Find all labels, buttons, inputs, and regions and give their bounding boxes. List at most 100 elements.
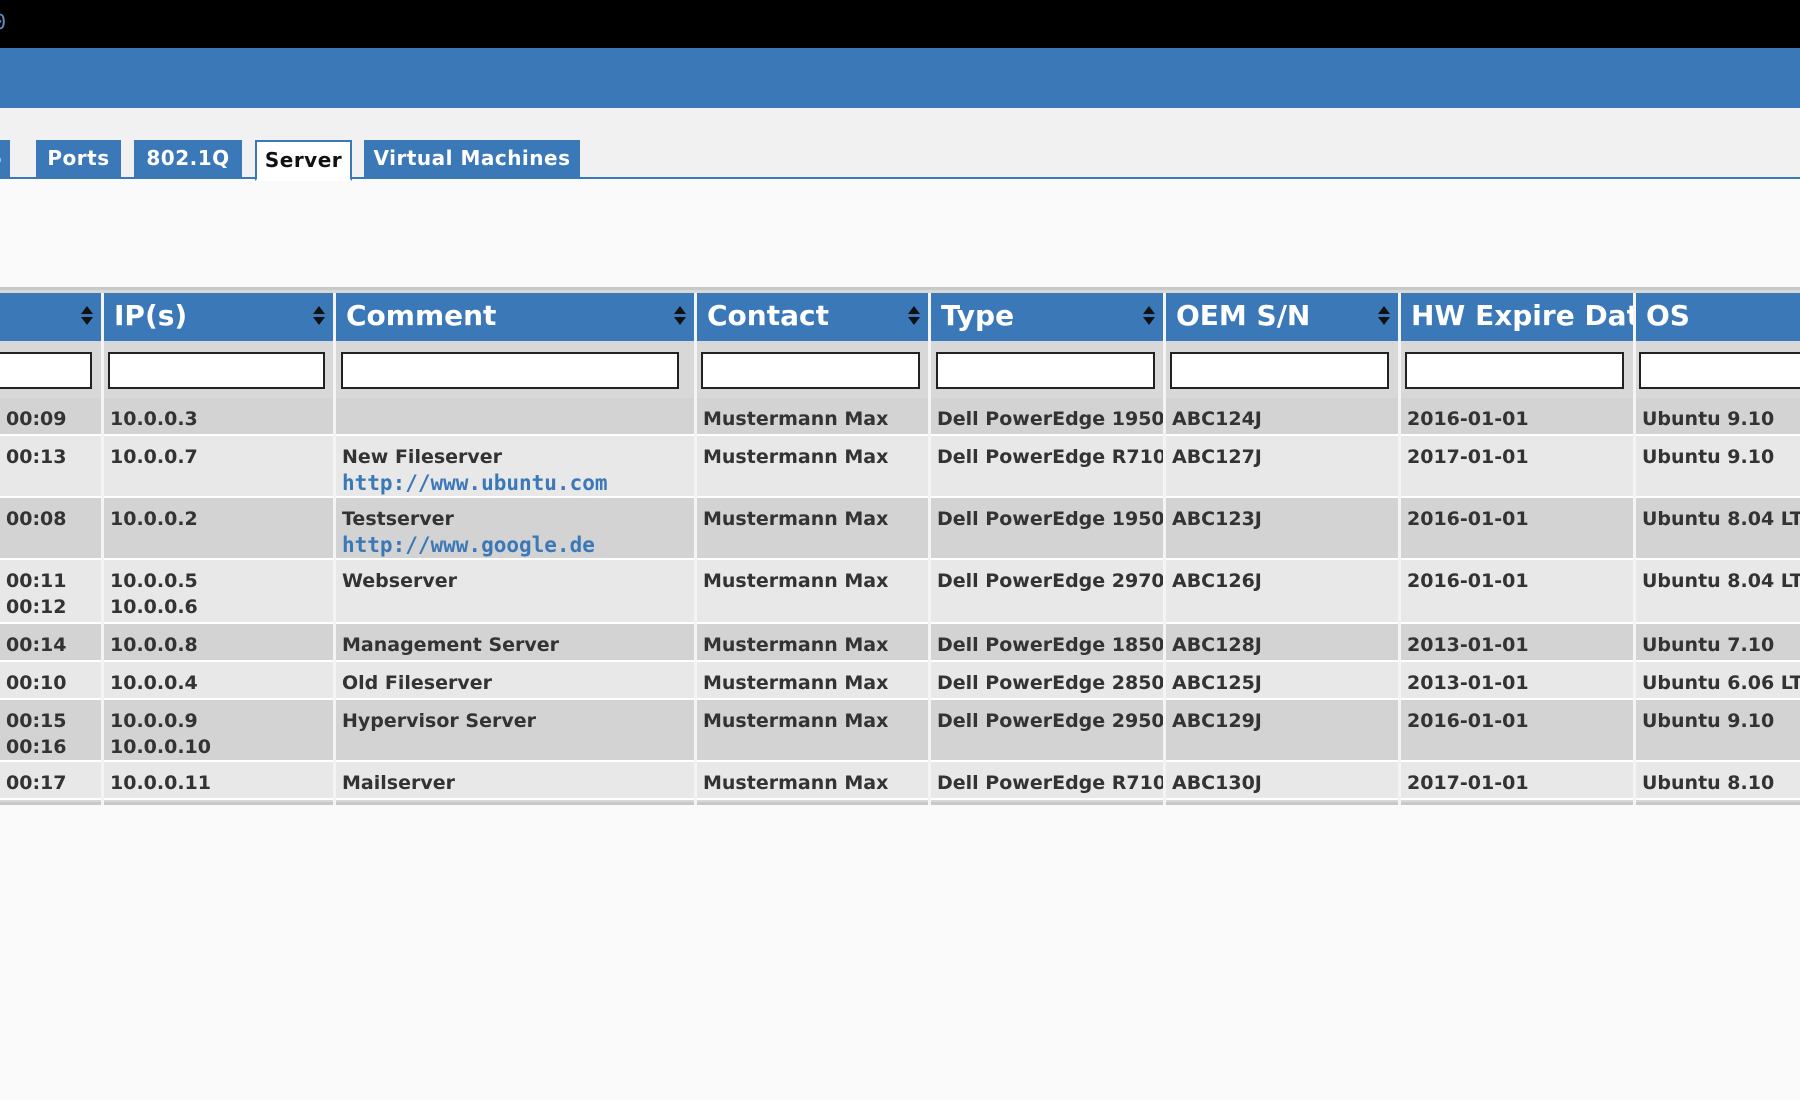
table-row[interactable]: 00:17 10.0.0.11 Mailserver Mustermann Max De… <box>0 762 1800 800</box>
table-cell-mac: 00:08 <box>0 498 101 558</box>
cell-text: ABC130J <box>1172 772 1262 794</box>
table-cell-hw-expire: 2016-01-01 <box>1401 700 1633 760</box>
table-cell-oem-sn: ABC129J <box>1166 700 1398 760</box>
cell-text: ABC129J <box>1172 710 1262 732</box>
column-header-mac[interactable] <box>0 293 101 341</box>
table-cell-hw-expire: 2016-01-01 <box>1401 560 1633 622</box>
cell-text: Dell PowerEdge R710 <box>937 446 1163 468</box>
table-cell-contact: Mustermann Max <box>697 436 928 496</box>
cell-text: Ubuntu 8.10 <box>1642 772 1775 794</box>
comment-link[interactable]: http://www.ubuntu.com <box>342 471 608 495</box>
table-row[interactable]: 00:08 10.0.0.2 Testserver http://www.google… <box>0 498 1800 560</box>
sort-icon <box>1143 306 1155 328</box>
cell-text: Mustermann Max <box>703 570 889 592</box>
filter-input-comment[interactable] <box>341 352 679 389</box>
table-cell-oem-sn: ABC124J <box>1166 398 1398 434</box>
column-header-os[interactable]: OS <box>1636 293 1800 341</box>
cell-text: 2016-01-01 <box>1407 570 1529 592</box>
sort-icon <box>313 306 325 328</box>
filter-input-type[interactable] <box>936 352 1155 389</box>
column-header-hw-expire-date[interactable]: HW Expire Date <box>1401 293 1633 341</box>
filter-input-os[interactable] <box>1639 352 1800 389</box>
cell-text: 00:13 <box>6 446 67 468</box>
table-cell-comment: New Fileserver http://www.ubuntu.com <box>336 436 694 496</box>
table-row[interactable]: 00:15 00:16 10.0.0.9 10.0.0.10 Hypervisor Se… <box>0 700 1800 762</box>
table-row[interactable]: 00:11 00:12 10.0.0.5 10.0.0.6 Webserver Muste… <box>0 560 1800 624</box>
filter-input-mac[interactable] <box>0 352 92 389</box>
filter-input-oem-sn[interactable] <box>1170 352 1389 389</box>
table-cell-contact: Mustermann Max <box>697 700 928 760</box>
cell-text: ABC128J <box>1172 634 1262 656</box>
table-cell-hw-expire: 2016-01-01 <box>1401 398 1633 434</box>
column-header-type[interactable]: Type <box>931 293 1163 341</box>
table-cell-mac: 00:15 00:16 <box>0 700 101 760</box>
cell-text: Ubuntu 8.04 LTS <box>1642 508 1800 530</box>
table-cell-oem-sn: ABC123J <box>1166 498 1398 558</box>
table-cell-type: Dell PowerEdge 1950 <box>931 498 1163 558</box>
table-cell-mac: 00:10 <box>0 662 101 698</box>
table-cell-os: Ubuntu 6.06 LTS <box>1636 662 1800 698</box>
table-cell-hw-expire: 2016-01-01 <box>1401 498 1633 558</box>
table-row[interactable]: 00:14 10.0.0.8 Management Server Mustermann… <box>0 624 1800 662</box>
cell-text: ABC125J <box>1172 672 1262 694</box>
table-row[interactable]: 00:13 10.0.0.7 New Fileserver http://www.ub… <box>0 436 1800 498</box>
table-cell-contact: Mustermann Max <box>697 624 928 660</box>
cell-text: Ubuntu 6.06 LTS <box>1642 672 1800 694</box>
cell-text: Mailserver <box>342 772 455 794</box>
cell-text: 00:11 <box>6 570 67 592</box>
table-cell-ips: 10.0.0.9 10.0.0.10 <box>104 700 333 760</box>
cell-text: Mustermann Max <box>703 772 889 794</box>
table-cell-oem-sn: ABC130J <box>1166 762 1398 798</box>
table-cell-os: Ubuntu 8.04 LTS <box>1636 498 1800 558</box>
table-cell-contact: Mustermann Max <box>697 762 928 798</box>
column-divider <box>1398 293 1401 805</box>
cell-text: Dell PowerEdge R710 <box>937 772 1163 794</box>
cell-text: 2016-01-01 <box>1407 408 1529 430</box>
cell-text: 10.0.0.6 <box>110 596 198 618</box>
cell-text: 10.0.0.11 <box>110 772 211 794</box>
filter-input-ips[interactable] <box>108 352 325 389</box>
cell-text: 2016-01-01 <box>1407 508 1529 530</box>
comment-link[interactable]: http://www.google.de <box>342 533 595 557</box>
table-cell-type: Dell PowerEdge R710 <box>931 436 1163 496</box>
cell-text: ABC123J <box>1172 508 1262 530</box>
cell-text: Ubuntu 8.04 LTS <box>1642 570 1800 592</box>
tab-strip: 6 Ports 802.1Q Server Virtual Machines <box>0 108 1800 181</box>
cell-text: ABC126J <box>1172 570 1262 592</box>
table-cell-type: Dell PowerEdge 1850 <box>931 624 1163 660</box>
cell-text: Testserver <box>342 508 454 530</box>
sort-icon <box>1378 306 1390 328</box>
filter-row <box>0 341 1800 398</box>
column-divider <box>333 293 336 805</box>
filter-input-contact[interactable] <box>701 352 920 389</box>
cell-text: 00:10 <box>6 672 67 694</box>
table-cell-comment <box>336 398 694 434</box>
tab-virtual-machines[interactable]: Virtual Machines <box>364 140 580 179</box>
column-header-contact[interactable]: Contact <box>697 293 928 341</box>
table-cell-oem-sn: ABC127J <box>1166 436 1398 496</box>
tab-8021q[interactable]: 802.1Q <box>134 140 242 179</box>
cell-text: Management Server <box>342 634 560 656</box>
sort-icon <box>674 306 686 328</box>
table-cell-ips: 10.0.0.3 <box>104 398 333 434</box>
table-cell-type: Dell PowerEdge 2850 <box>931 662 1163 698</box>
tab-partial[interactable]: 6 <box>0 140 10 179</box>
table-cell-os: Ubuntu 7.10 <box>1636 624 1800 660</box>
cell-text: Dell PowerEdge 1850 <box>937 634 1163 656</box>
column-header-comment[interactable]: Comment <box>336 293 694 341</box>
table-cell-comment: Management Server <box>336 624 694 660</box>
tab-server[interactable]: Server <box>255 140 352 181</box>
column-header-ips[interactable]: IP(s) <box>104 293 333 341</box>
table-row[interactable]: 00:09 10.0.0.3 Mustermann Max Dell PowerEdg… <box>0 398 1800 436</box>
tab-ports[interactable]: Ports <box>36 140 121 179</box>
table-cell-mac: 00:09 <box>0 398 101 434</box>
table-row[interactable]: 00:10 10.0.0.4 Old Fileserver Mustermann Ma… <box>0 662 1800 700</box>
cell-text: 2017-01-01 <box>1407 772 1529 794</box>
table-cell-hw-expire: 2013-01-01 <box>1401 662 1633 698</box>
column-header-oem-sn[interactable]: OEM S/N <box>1166 293 1398 341</box>
table-cell-type: Dell PowerEdge 1950 <box>931 398 1163 434</box>
table-cell-comment: Webserver <box>336 560 694 622</box>
table-cell-os: Ubuntu 8.04 LTS <box>1636 560 1800 622</box>
cell-text: 2016-01-01 <box>1407 710 1529 732</box>
filter-input-hw-expire-date[interactable] <box>1405 352 1624 389</box>
